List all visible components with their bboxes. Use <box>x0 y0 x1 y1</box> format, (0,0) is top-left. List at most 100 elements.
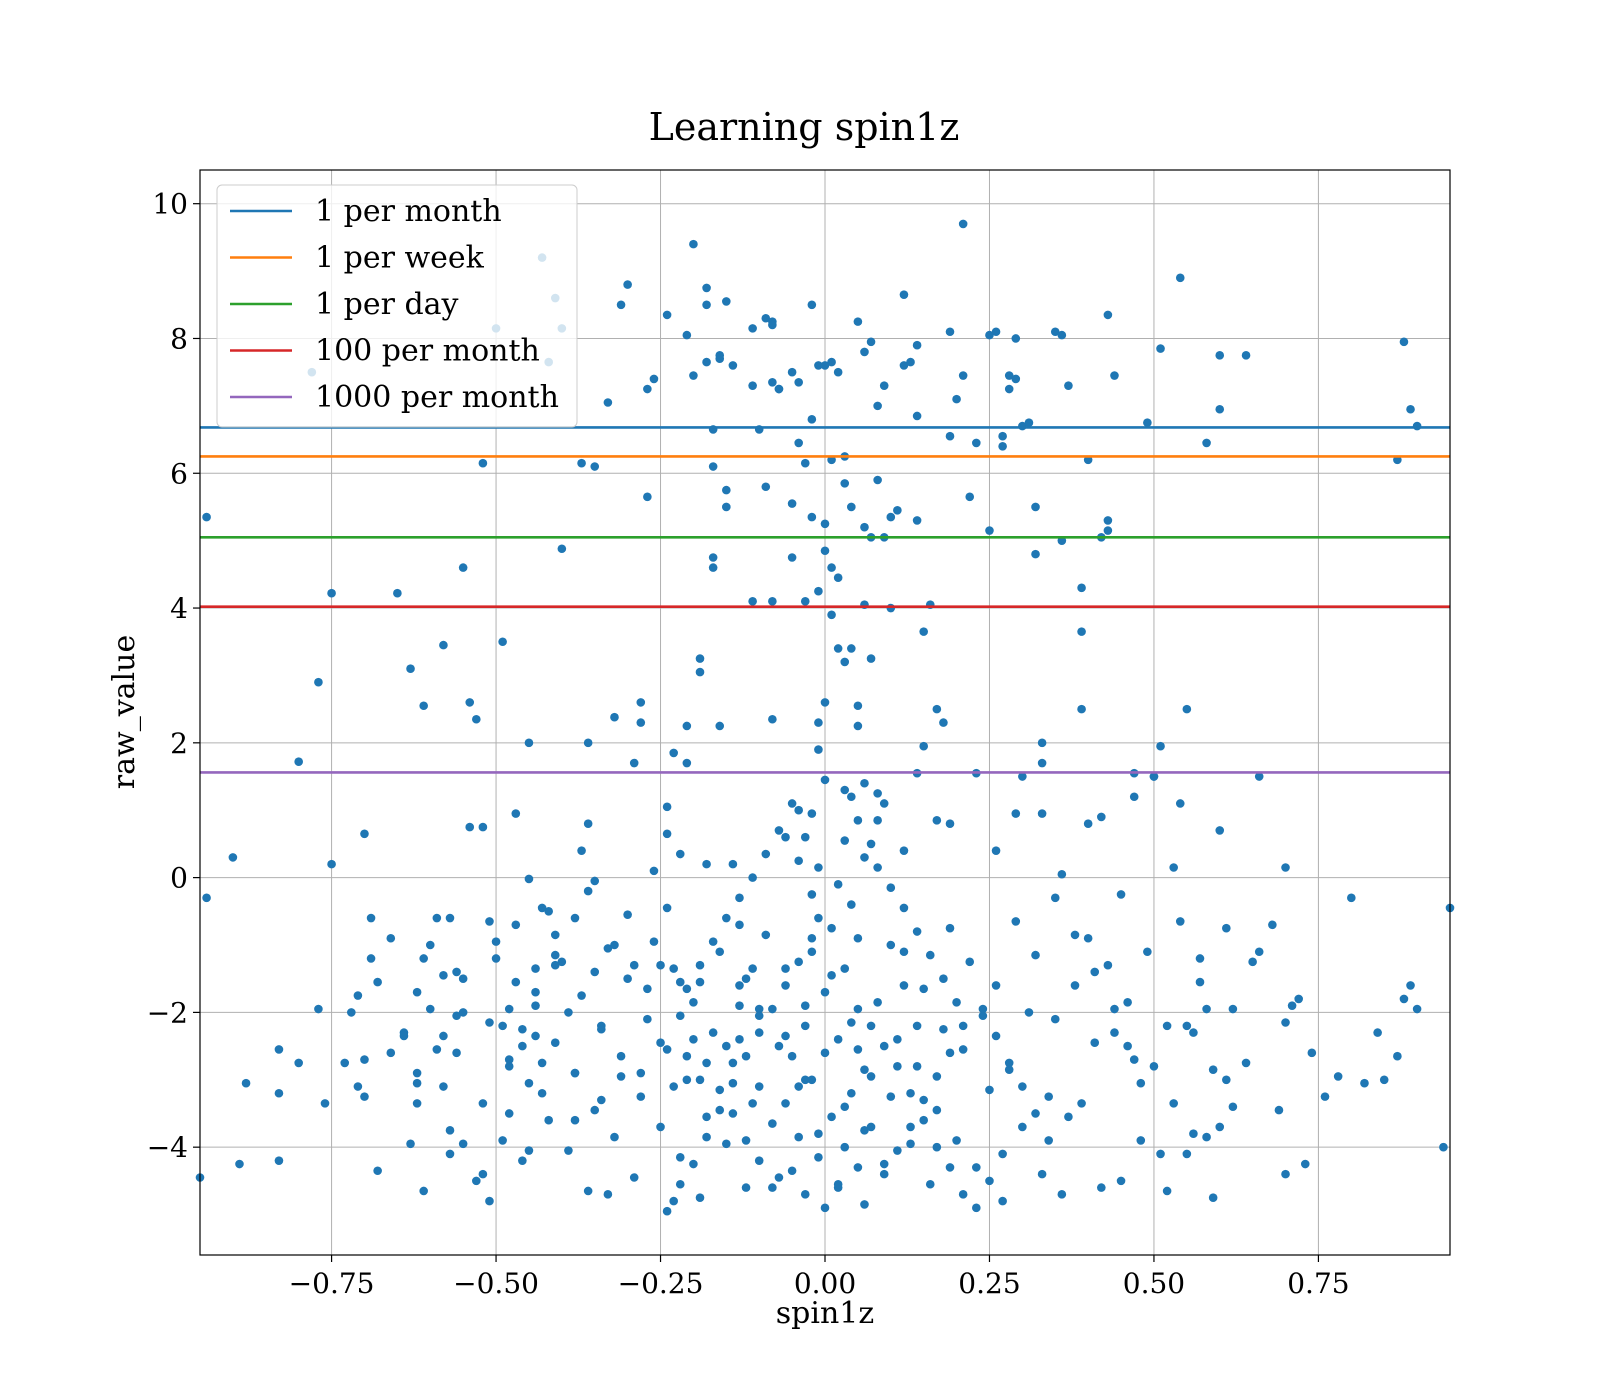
scatter-point <box>695 1193 705 1203</box>
scatter-point <box>702 283 711 293</box>
legend-label: 1 per day <box>315 287 459 322</box>
scatter-point <box>754 1082 764 1091</box>
scatter-point <box>550 950 560 960</box>
scatter-point <box>524 1078 534 1088</box>
scatter-point <box>873 816 882 825</box>
scatter-point <box>807 947 817 957</box>
scatter-point <box>603 1190 613 1199</box>
scatter-point <box>465 698 475 707</box>
scatter-point <box>452 1048 461 1058</box>
scatter-point <box>722 1041 731 1051</box>
scatter-point <box>1175 799 1185 808</box>
scatter-point <box>952 1136 961 1145</box>
scatter-point <box>649 866 659 876</box>
scatter-point <box>1123 1041 1132 1051</box>
scatter-point <box>820 546 830 556</box>
scatter-point <box>860 522 869 532</box>
scatter-point <box>353 1082 363 1091</box>
scatter-point <box>879 381 889 390</box>
scatter-point <box>1202 1132 1211 1142</box>
scatter-point <box>866 1072 876 1081</box>
scatter-point <box>228 853 238 862</box>
scatter-point <box>998 431 1007 441</box>
scatter-point <box>853 1163 863 1172</box>
x-axis-ticks: −0.75 −0.50 −0.25 0.00 0.25 0.50 0.75 <box>289 1255 1350 1300</box>
scatter-point <box>853 816 863 825</box>
scatter-point <box>662 829 672 839</box>
scatter-point <box>583 886 593 896</box>
x-axis-label: spin1z <box>776 1296 874 1331</box>
scatter-point <box>847 900 856 909</box>
scatter-point <box>774 826 784 835</box>
scatter-point <box>412 1078 422 1088</box>
scatter-point <box>629 960 639 970</box>
scatter-point <box>1083 933 1093 943</box>
y-axis-label: raw_value <box>107 635 142 789</box>
scatter-point <box>722 913 731 923</box>
scatter-point <box>557 957 567 967</box>
scatter-point <box>518 1041 527 1051</box>
scatter-point <box>787 799 797 808</box>
x-tick-label: 0.25 <box>958 1267 1020 1300</box>
scatter-point <box>1222 1075 1231 1085</box>
scatter-point <box>662 802 672 812</box>
scatter-point <box>807 890 817 899</box>
scatter-point <box>866 1021 876 1031</box>
scatter-point <box>458 1008 468 1017</box>
scatter-point <box>616 300 626 310</box>
scatter-point <box>1024 418 1034 428</box>
scatter-point <box>840 836 850 845</box>
scatter-point <box>912 411 922 421</box>
scatter-point <box>531 1001 540 1010</box>
scatter-point <box>754 1028 764 1037</box>
scatter-point <box>1215 1122 1225 1132</box>
scatter-point <box>603 944 613 953</box>
scatter-point <box>1156 741 1165 751</box>
scatter-point <box>511 920 521 930</box>
scatter-point <box>478 458 488 468</box>
scatter-point <box>1254 947 1264 957</box>
scatter-point <box>728 859 738 869</box>
scatter-point <box>531 1031 540 1041</box>
scatter-point <box>847 1088 856 1098</box>
scatter-point <box>893 506 902 515</box>
chart-title: Learning spin1z <box>649 105 960 149</box>
scatter-point <box>439 971 448 980</box>
scatter-point <box>800 1021 810 1031</box>
scatter-point <box>1307 1048 1317 1058</box>
scatter-point <box>537 1058 547 1068</box>
scatter-point <box>1129 1055 1139 1064</box>
scatter-point <box>373 1166 382 1176</box>
scatter-point <box>544 1115 553 1125</box>
scatter-point <box>682 1051 692 1061</box>
scatter-point <box>807 512 817 522</box>
scatter-point <box>504 1055 514 1064</box>
scatter-point <box>1031 1109 1040 1118</box>
scatter-point <box>893 1146 902 1155</box>
scatter-point <box>761 849 771 859</box>
scatter-point <box>919 1115 928 1125</box>
scatter-point <box>202 893 211 903</box>
scatter-point <box>787 499 797 508</box>
scatter-point <box>945 327 955 337</box>
scatter-point <box>1031 950 1040 960</box>
scatter-point <box>748 381 757 390</box>
scatter-point <box>1083 819 1093 828</box>
scatter-point <box>768 597 777 606</box>
scatter-point <box>761 930 771 940</box>
scatter-point <box>327 859 336 869</box>
scatter-point <box>294 757 303 766</box>
scatter-point <box>833 367 843 377</box>
scatter-point <box>860 1065 869 1074</box>
scatter-point <box>629 758 639 768</box>
scatter-point <box>1050 1014 1060 1024</box>
scatter-point <box>827 610 836 620</box>
scatter-point <box>925 950 935 960</box>
scatter-point <box>1090 1038 1100 1048</box>
scatter-point <box>616 1051 626 1061</box>
scatter-point <box>353 991 363 1000</box>
scatter-point <box>1169 863 1178 872</box>
scatter-point <box>1268 920 1277 930</box>
scatter-point <box>906 1088 915 1098</box>
